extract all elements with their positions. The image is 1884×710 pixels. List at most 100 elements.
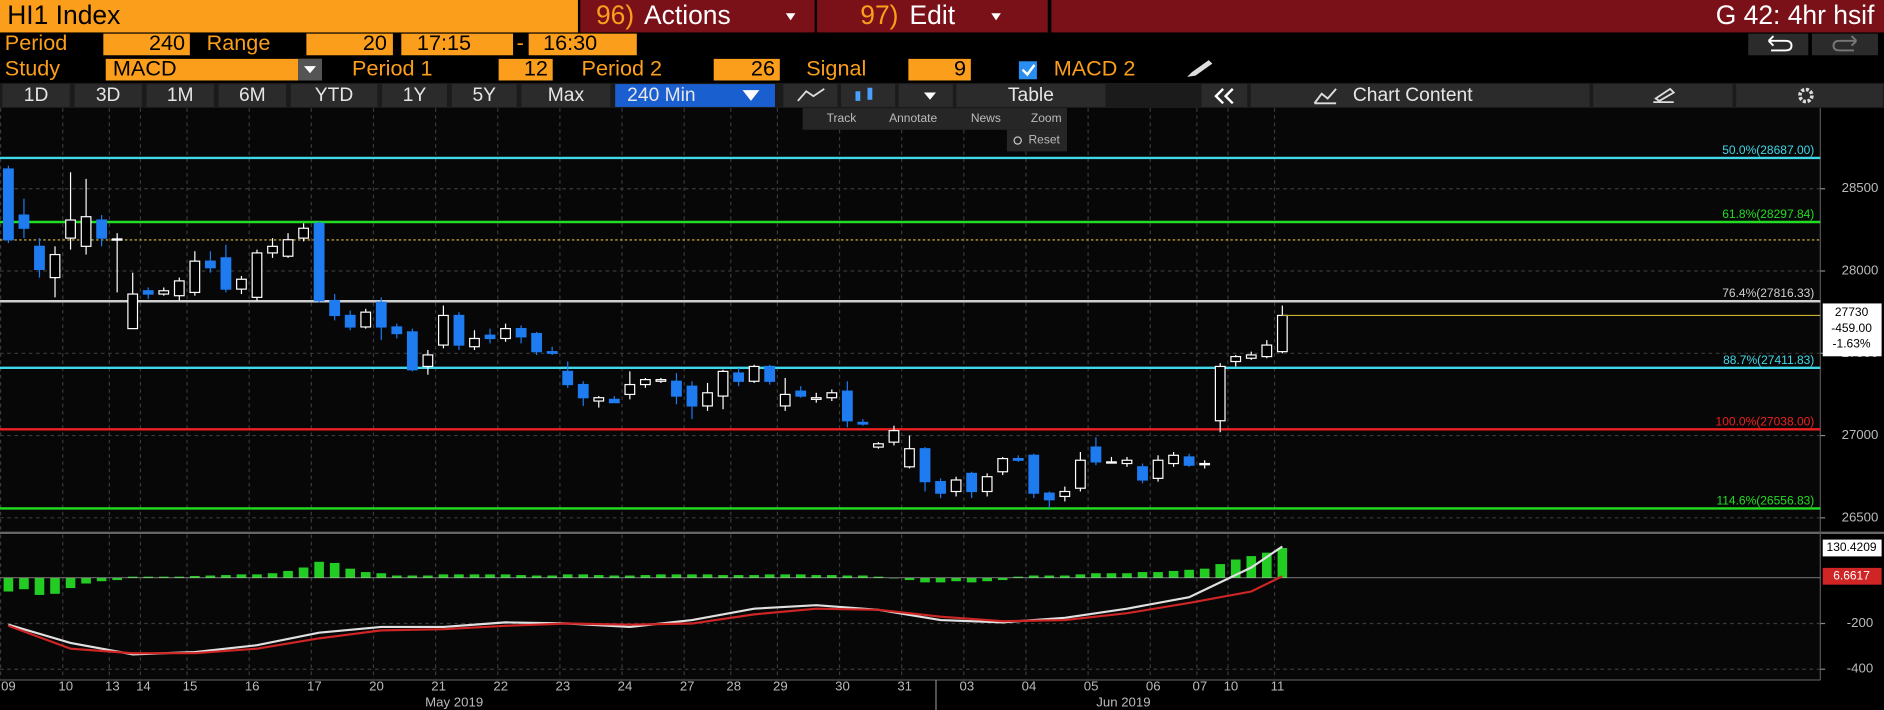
period1-input[interactable] (498, 58, 553, 81)
candle-body (142, 290, 154, 295)
candle-body (438, 314, 449, 346)
reset-button[interactable] (1006, 129, 1067, 152)
candle-body (546, 351, 558, 354)
candle-body (1183, 456, 1195, 466)
candle-body (1043, 492, 1055, 501)
candle-body (1059, 490, 1071, 498)
signal-input[interactable] (908, 58, 971, 81)
toolbar-reset[interactable]: Reset (1029, 133, 1061, 147)
redo-button[interactable] (1811, 33, 1878, 56)
period2-input[interactable] (713, 58, 780, 81)
histogram-bar (671, 574, 682, 578)
actions-menu[interactable] (580, 0, 815, 33)
histogram-bar (982, 577, 992, 582)
histogram-bar (702, 574, 713, 578)
dropdown-arrow (742, 90, 760, 101)
range-input[interactable] (306, 33, 393, 56)
x-tick-label: 15 (183, 679, 198, 694)
candle-body (639, 379, 651, 386)
edit-label: Edit (910, 0, 956, 30)
candle-body (484, 334, 496, 340)
histogram-bar (96, 577, 107, 582)
settings-button[interactable] (1736, 84, 1883, 107)
table-button[interactable] (956, 84, 1106, 107)
histogram-bar (842, 575, 853, 578)
tab-button[interactable] (382, 84, 447, 107)
line-chart-button[interactable] (783, 84, 838, 107)
collapse-button[interactable] (1201, 84, 1248, 107)
tab-label: 6M (239, 85, 266, 106)
x-tick-label: 20 (369, 679, 384, 694)
macd2-checkbox[interactable] (1018, 61, 1037, 80)
start-input[interactable] (401, 33, 514, 56)
fib-label: 76.4%(27816.33) (1722, 286, 1814, 300)
histogram-bar (190, 575, 200, 578)
signal-last: 6.6617 (1833, 568, 1870, 582)
histogram-bar (935, 577, 946, 583)
undo-button[interactable] (1748, 33, 1809, 56)
histogram-bar (252, 574, 262, 578)
histogram-bar (267, 573, 278, 578)
macd-line (8, 575, 1283, 655)
tab-button[interactable] (74, 84, 142, 107)
histogram-bar (3, 577, 14, 592)
interval-dropdown[interactable] (615, 84, 775, 107)
candle-body (935, 481, 946, 494)
candle-body (1028, 454, 1040, 494)
x-tick-label: 10 (1224, 679, 1239, 694)
chart-type-dropdown[interactable] (898, 84, 953, 107)
x-tick-label: 11 (1271, 679, 1285, 694)
candle-body (1276, 314, 1288, 353)
y-tick-label: -400 (1847, 661, 1873, 676)
tab-button[interactable] (146, 84, 214, 107)
y-tick-label: 28500 (1842, 180, 1879, 195)
security-box[interactable] (0, 0, 578, 33)
histogram-bar (951, 577, 961, 582)
candle-body (1168, 454, 1180, 465)
x-tick-label: 24 (618, 679, 633, 694)
edit-menu[interactable] (817, 0, 1048, 33)
y-tick-label: -200 (1847, 615, 1873, 630)
tab-button[interactable] (521, 84, 611, 107)
histogram-bar (873, 576, 884, 578)
histogram-bar (1277, 547, 1288, 578)
histogram-bar (34, 577, 45, 595)
candle-body (127, 293, 139, 330)
tab-button[interactable] (2, 84, 70, 107)
candle-body (841, 390, 853, 422)
histogram-bar (345, 568, 356, 578)
histogram-bar (593, 575, 604, 578)
histogram-bar (811, 575, 822, 578)
end-input[interactable] (528, 33, 637, 56)
settings-icon (1798, 87, 1814, 104)
edit-chart-button[interactable] (1593, 84, 1733, 107)
fib-label: 114.6%(26556.83) (1716, 493, 1814, 507)
tab-button[interactable] (290, 84, 378, 107)
x-tick-label: 06 (1146, 679, 1161, 694)
candle-body (1214, 365, 1226, 422)
histogram-bar (780, 574, 791, 578)
edit-chart-icon (1653, 87, 1676, 104)
price-panel (0, 108, 1821, 531)
tab-button[interactable] (451, 84, 517, 107)
value-box (1822, 539, 1882, 557)
x-tick-label: 30 (835, 679, 850, 694)
candle-body (593, 397, 605, 402)
pencil-icon[interactable] (1187, 60, 1213, 77)
histogram-bar (1013, 576, 1024, 578)
toolbar-annotate[interactable]: Annotate (889, 111, 937, 125)
candle-body (189, 260, 201, 294)
tab-button[interactable] (218, 84, 286, 107)
period-value: 240 (149, 30, 185, 55)
toolbar-news[interactable]: News (971, 111, 1001, 125)
toolbar-zoom[interactable]: Zoom (1031, 111, 1062, 125)
period-input[interactable] (103, 33, 190, 56)
x-tick-label: 27 (680, 679, 695, 694)
x-tick-label: 14 (136, 679, 151, 694)
study-input[interactable] (105, 58, 323, 81)
tab-label: YTD (315, 85, 353, 106)
tab-label: 1Y (403, 85, 427, 106)
histogram-bar (578, 574, 589, 578)
tab-label: 5Y (472, 85, 496, 106)
toolbar-track[interactable]: Track (827, 111, 858, 125)
